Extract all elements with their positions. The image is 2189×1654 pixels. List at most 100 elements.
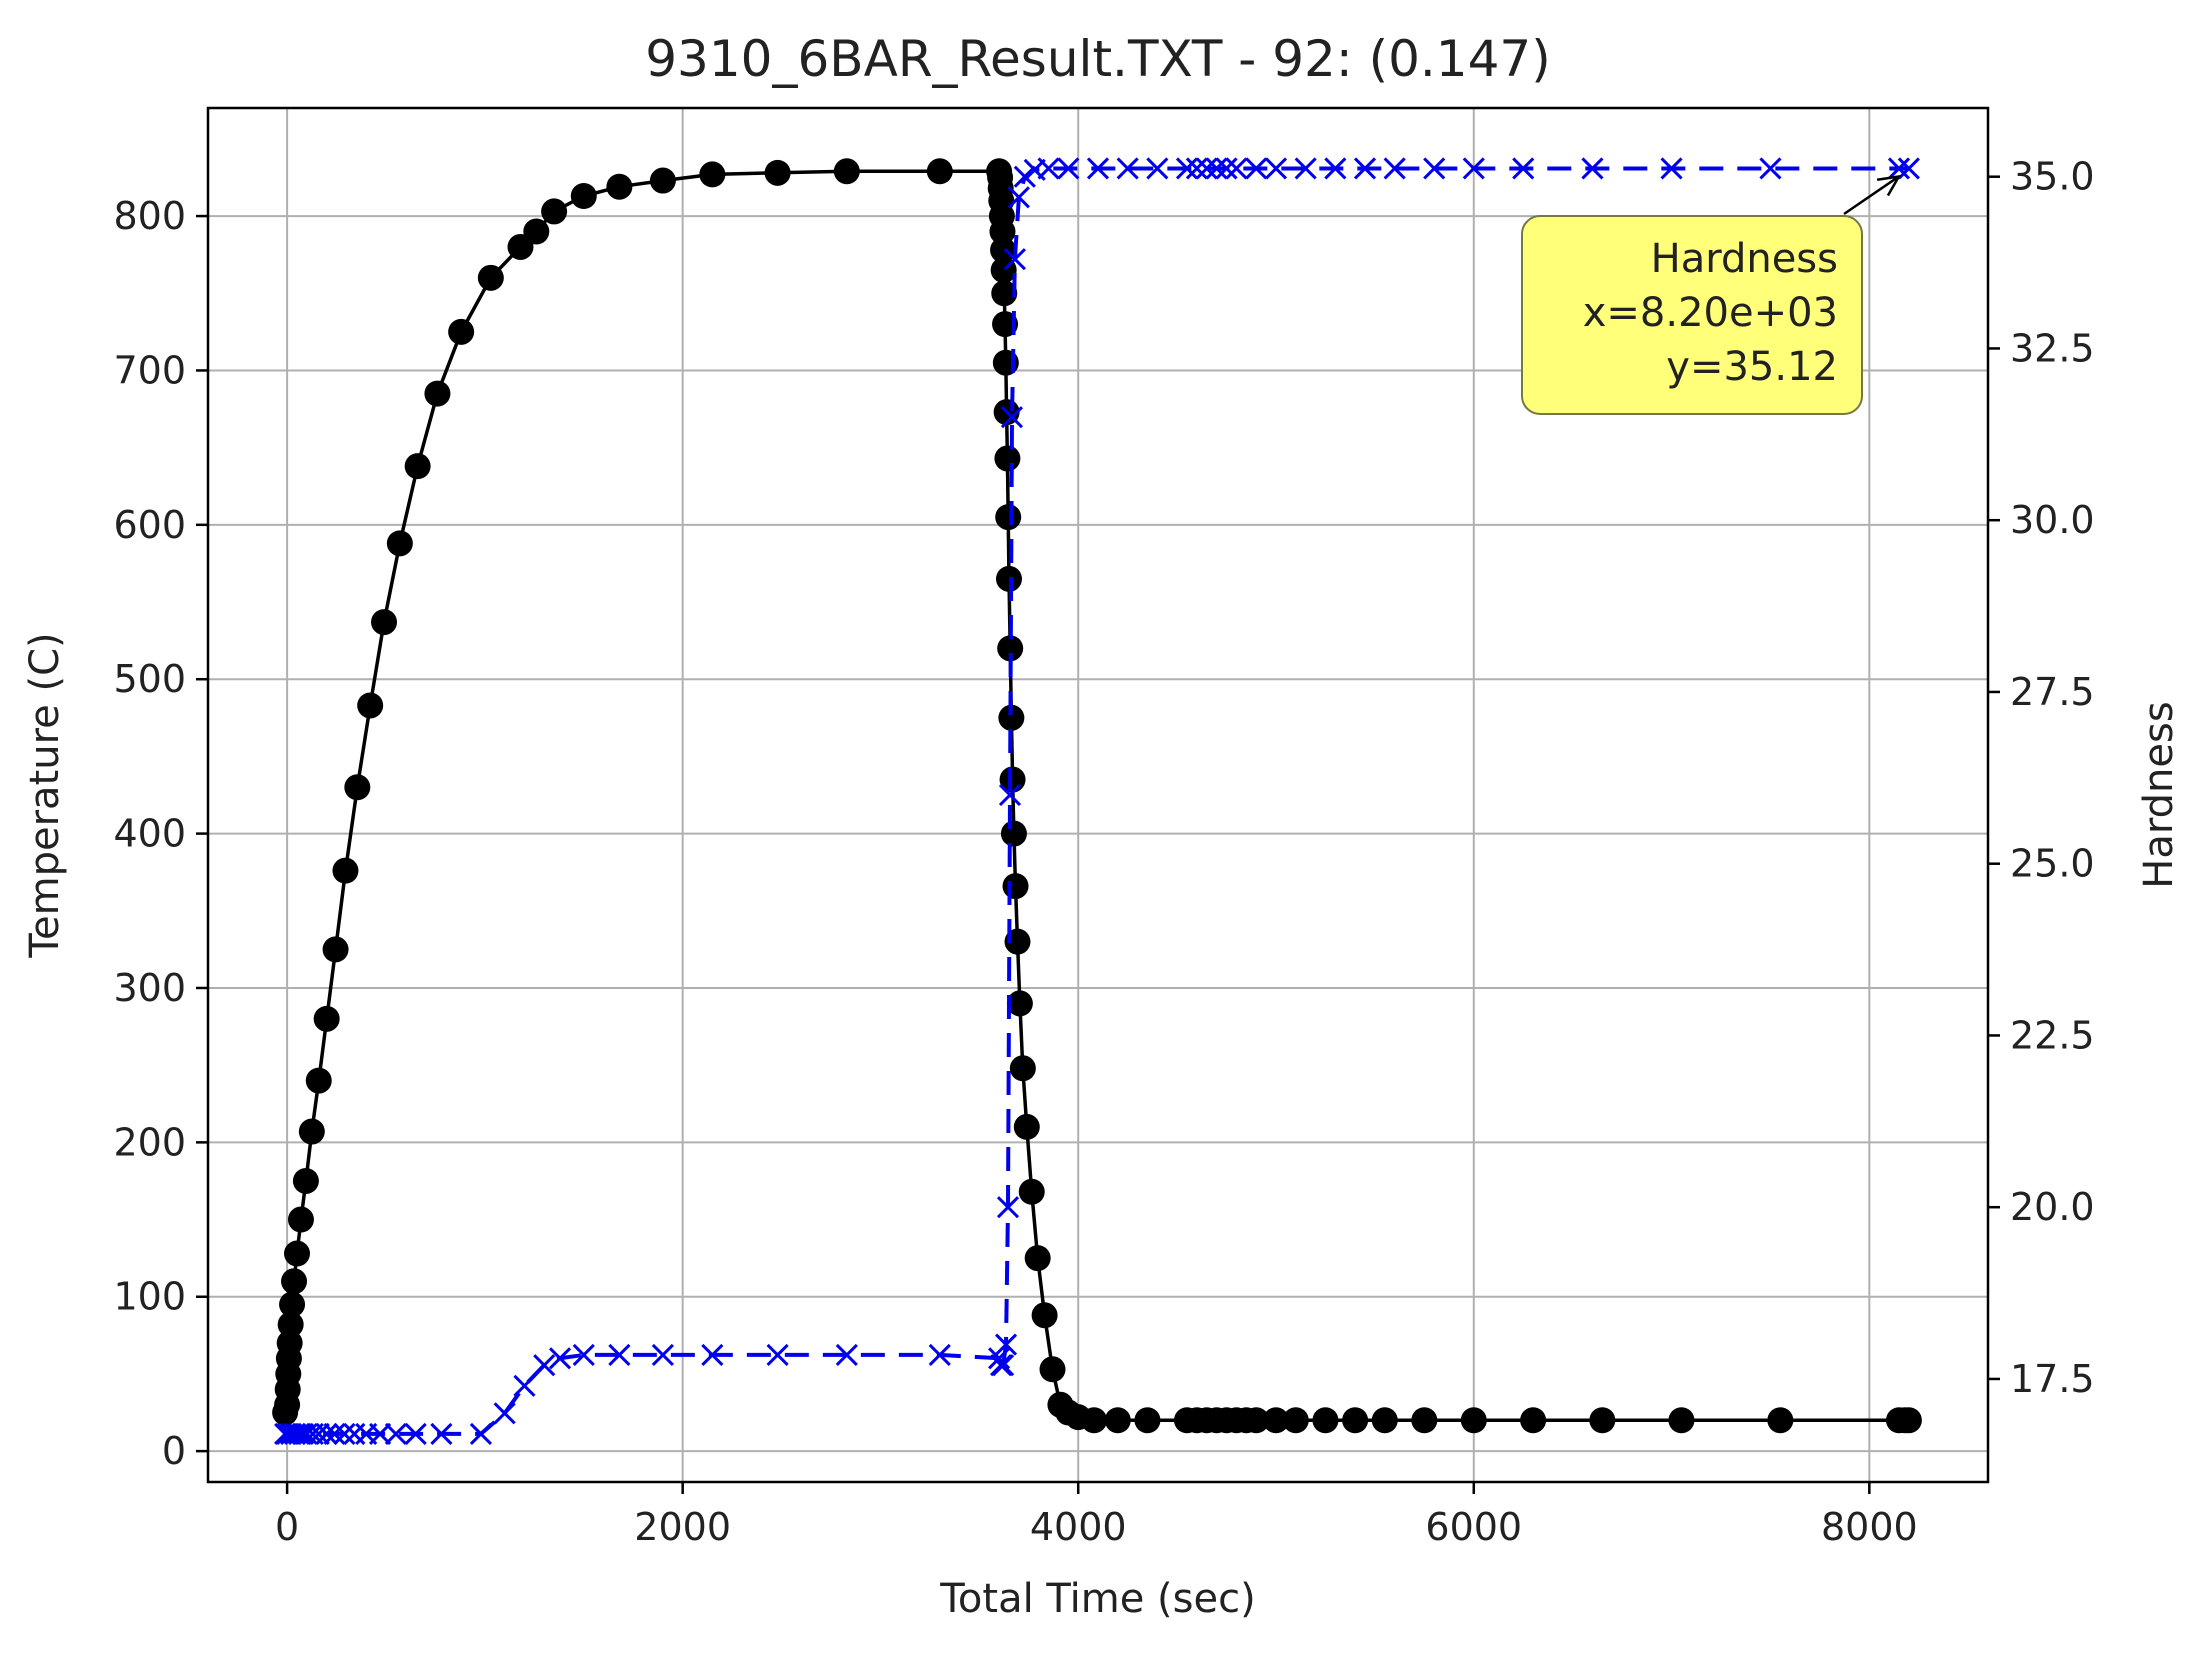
series-temperature: [272, 158, 1922, 1434]
hardness-point: [1462, 157, 1485, 180]
hardness-point: [1000, 406, 1024, 429]
temperature-point: [1039, 1356, 1066, 1383]
hardness-point: [1146, 157, 1169, 180]
temperature-point: [404, 453, 431, 480]
temperature-point: [991, 280, 1018, 307]
annotation-box: [1521, 215, 1863, 415]
temperature-point: [1002, 873, 1029, 900]
temperature-point: [990, 237, 1017, 264]
y-right-tick-label: 25.0: [2010, 842, 2095, 886]
hardness-point: [1245, 157, 1268, 180]
hardness-point: [1294, 157, 1317, 180]
temperature-point: [305, 1067, 332, 1094]
x-tick-label: 4000: [1030, 1505, 1127, 1549]
hardness-point: [1175, 157, 1199, 180]
temperature-point: [1767, 1407, 1794, 1434]
hardness-point: [766, 1343, 789, 1366]
temperature-point: [1018, 1178, 1045, 1205]
hardness-point: [701, 1343, 724, 1366]
temperature-point: [277, 1311, 304, 1338]
y-right-tick-label: 30.0: [2010, 498, 2095, 542]
hardness-point: [1581, 157, 1604, 180]
temperature-point: [994, 445, 1021, 472]
temperature-point: [284, 1240, 310, 1267]
hardness-point: [992, 1354, 1015, 1377]
hardness-point: [998, 783, 1022, 807]
temperature-point: [699, 161, 726, 188]
temperature-point: [1668, 1407, 1695, 1434]
temperature-point: [523, 218, 550, 245]
annotation-y-value: y=35.12: [1666, 344, 1838, 390]
y-right-tick-label: 27.5: [2010, 670, 2095, 714]
hardness-annotation: Hardness x=8.20e+03 y=35.12: [1521, 174, 1902, 415]
y-right-tick-label: 32.5: [2010, 326, 2095, 370]
temperature-point: [477, 264, 504, 291]
temperature-point: [997, 635, 1024, 662]
y-left-tick-label: 0: [162, 1429, 186, 1473]
hardness-point: [384, 1422, 407, 1445]
x-tick-label: 8000: [1821, 1505, 1918, 1549]
hardness-point: [1037, 157, 1060, 180]
hardness-point: [1423, 157, 1446, 180]
hardness-point: [1759, 157, 1782, 180]
hardness-point: [1897, 157, 1920, 180]
temperature-point: [1024, 1245, 1051, 1272]
temperature-point: [1895, 1407, 1922, 1434]
temperature-point: [313, 1005, 340, 1032]
hardness-point: [1353, 157, 1377, 180]
temperature-point: [926, 158, 953, 185]
hardness-point: [996, 1196, 1020, 1219]
temperature-point: [1312, 1407, 1339, 1434]
annotation-series-name: Hardness: [1651, 236, 1838, 282]
axis-ticks: 0 2000 4000 6000 8000 0 100 200 300 400 500 600 700 8…: [113, 155, 2094, 1549]
temperature-point: [1371, 1407, 1398, 1434]
series: [272, 157, 1922, 1445]
temperature-point: [281, 1268, 308, 1295]
temperature-point: [1243, 1407, 1270, 1434]
hardness-point: [1225, 157, 1248, 180]
hardness-point: [988, 1347, 1011, 1370]
hardness-point: [533, 1354, 556, 1377]
y-left-tick-label: 500: [113, 657, 186, 701]
hardness-point: [1383, 157, 1406, 180]
temperature-point: [1411, 1407, 1438, 1434]
temperature-point: [1013, 1113, 1040, 1140]
hardness-point: [835, 1343, 858, 1366]
temperature-point: [1342, 1407, 1369, 1434]
x-tick-label: 0: [275, 1505, 299, 1549]
temperature-point: [764, 159, 791, 186]
hardness-point: [307, 1422, 330, 1445]
temperature-point: [1589, 1407, 1616, 1434]
hardness-point: [1324, 157, 1347, 180]
temperature-point: [1520, 1407, 1547, 1434]
y-left-tick-label: 700: [113, 348, 186, 392]
hardness-point: [1013, 165, 1036, 188]
annotation-arrow-head: [1876, 174, 1902, 197]
y-right-tick-label: 22.5: [2010, 1013, 2095, 1057]
temperature-point: [424, 380, 451, 407]
temperature-point: [833, 158, 860, 185]
y-left-tick-label: 600: [113, 503, 186, 547]
temperature-point: [1031, 1302, 1058, 1329]
series-hardness: [274, 157, 1920, 1445]
y-left-tick-label: 200: [113, 1120, 186, 1164]
temperature-point: [1282, 1407, 1309, 1434]
temperature-point: [298, 1118, 325, 1145]
temperature-point: [1006, 990, 1033, 1017]
hardness-point: [315, 1422, 338, 1445]
hardness-point: [493, 1402, 516, 1425]
hardness-point: [1205, 157, 1228, 180]
temperature-point: [996, 565, 1022, 592]
temperature-point: [1009, 1055, 1036, 1082]
hardness-point: [1660, 157, 1683, 180]
hardness-point: [651, 1343, 674, 1366]
hardness-point: [1057, 157, 1080, 180]
hardness-point: [1264, 157, 1288, 180]
temperature-point: [606, 173, 633, 200]
temperature-point: [989, 218, 1016, 245]
hardness-point: [323, 1422, 346, 1445]
temperature-point: [649, 167, 676, 194]
temperature-point: [386, 530, 413, 557]
y-left-tick-label: 100: [113, 1275, 186, 1319]
hardness-point: [608, 1343, 631, 1366]
